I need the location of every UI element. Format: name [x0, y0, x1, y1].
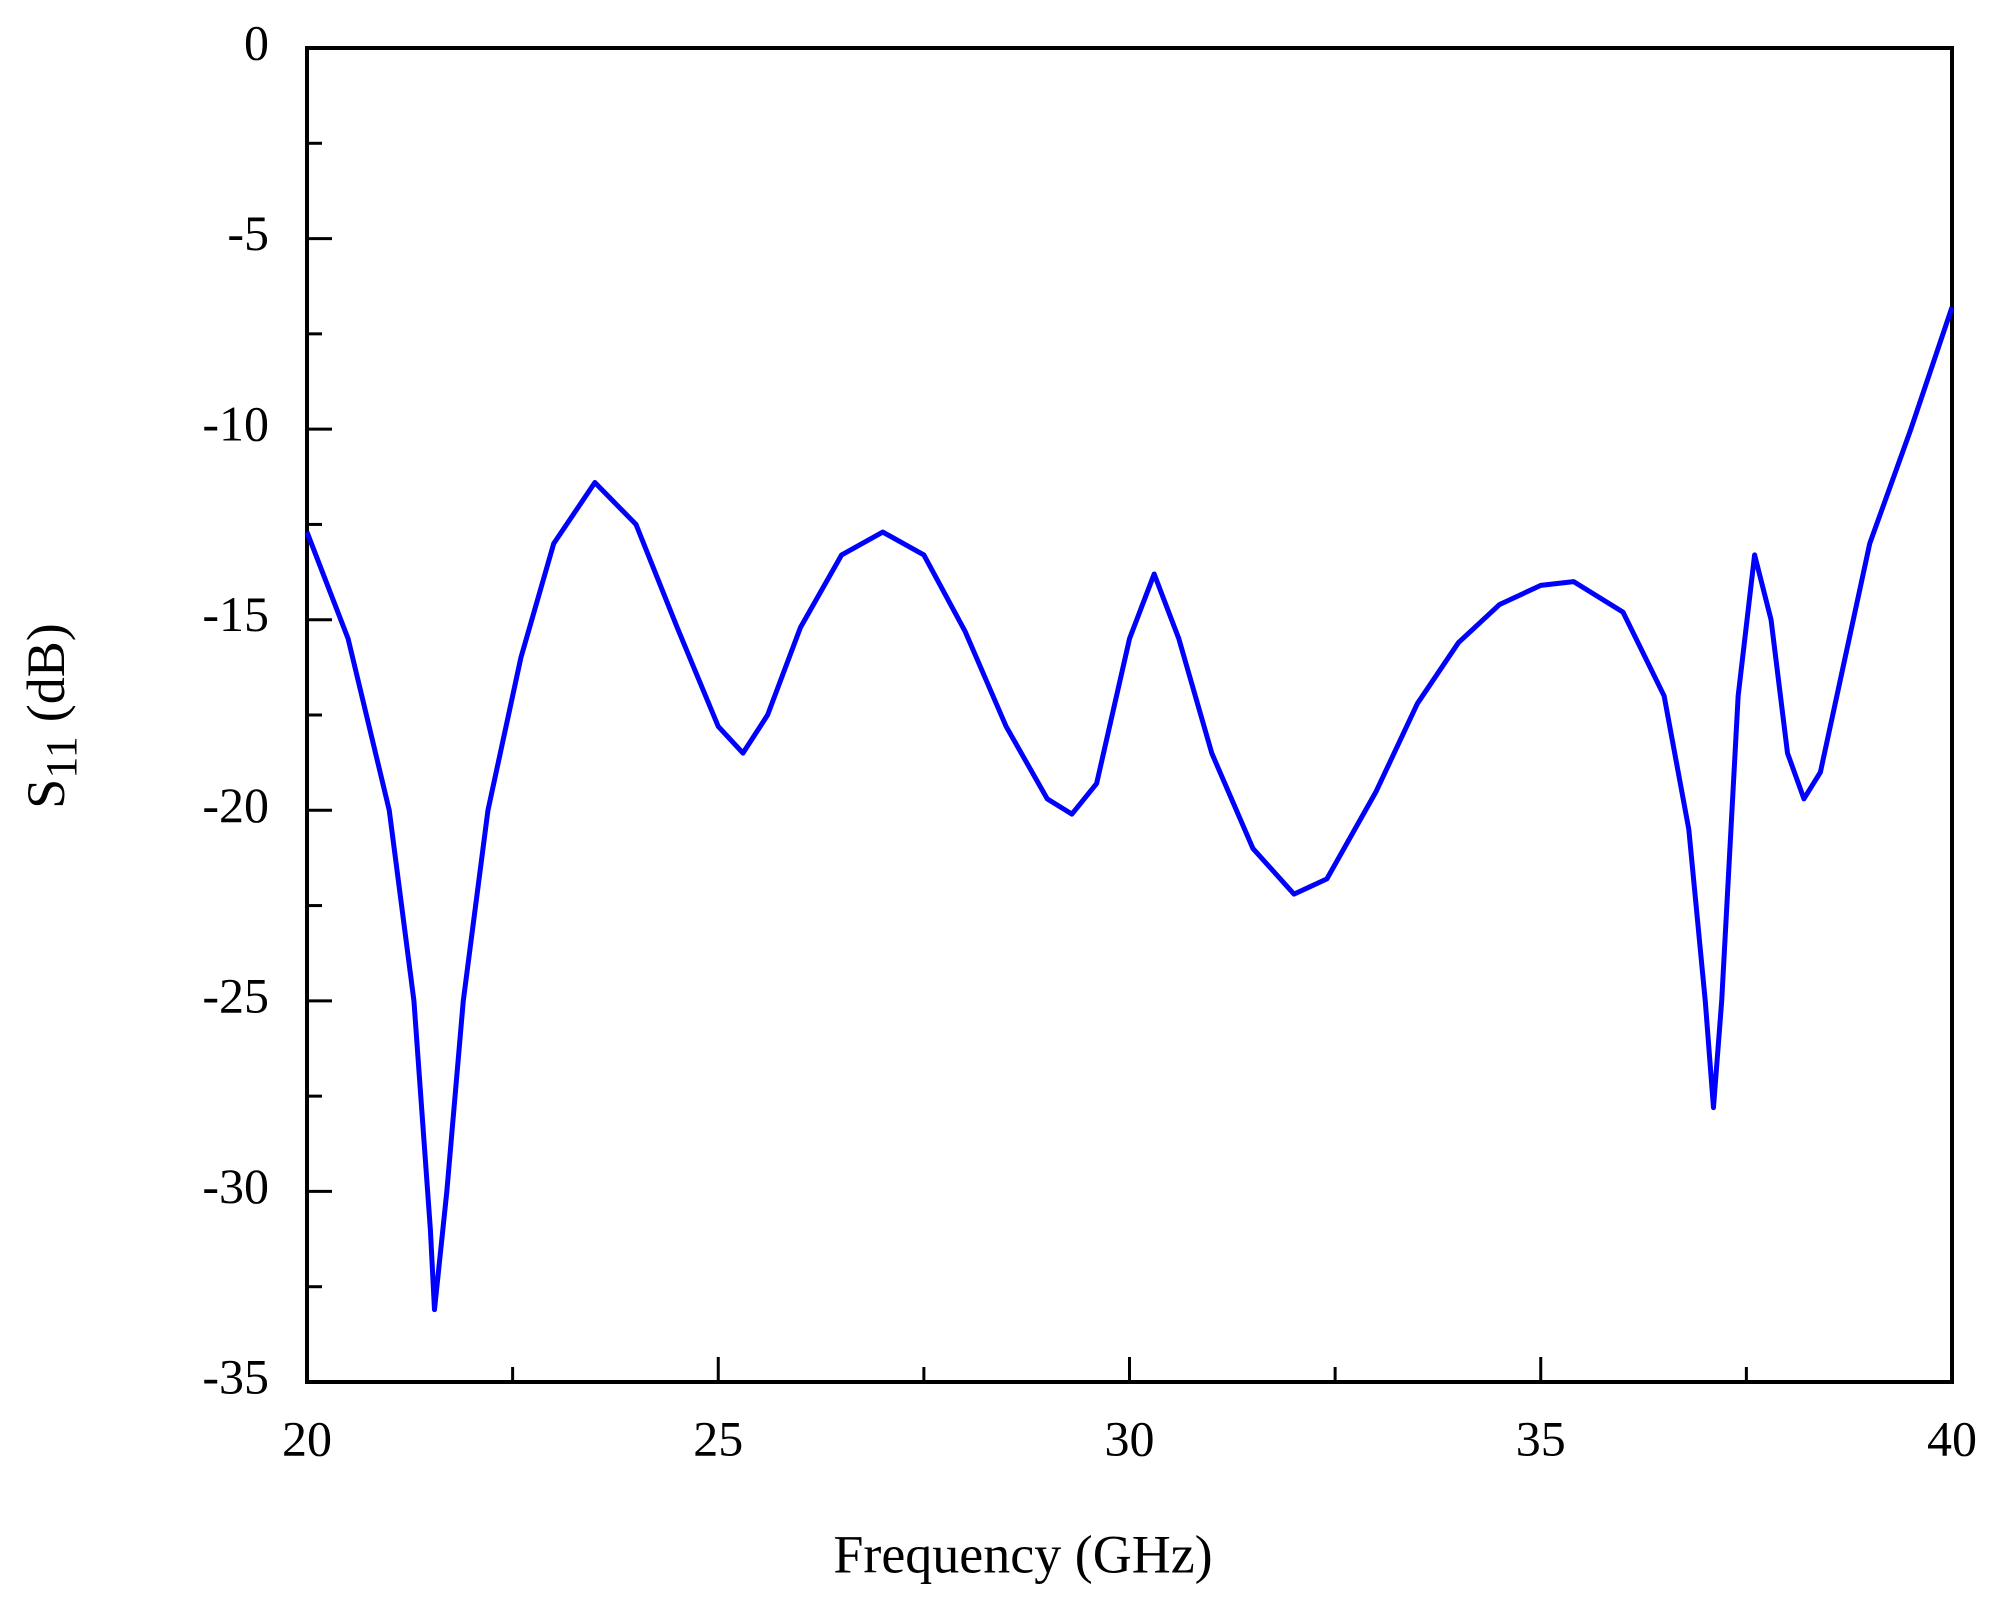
- y-tick-label: -30: [202, 1158, 269, 1214]
- y-label-subscript: 11: [37, 736, 86, 778]
- y-tick-label: -25: [202, 967, 269, 1023]
- y-tick-label: -20: [202, 777, 269, 833]
- y-tick-label: -10: [202, 396, 269, 452]
- y-axis-label: S11 (dB): [16, 623, 86, 808]
- y-tick-label: -5: [227, 205, 269, 261]
- x-tick-label: 30: [1105, 1410, 1155, 1466]
- y-label-main: S: [16, 779, 76, 809]
- y-tick-label: -15: [202, 586, 269, 642]
- y-label-suffix: (dB): [16, 623, 76, 722]
- y-tick-label: 0: [244, 14, 269, 70]
- x-tick-label: 40: [1927, 1410, 1977, 1466]
- x-tick-label: 20: [282, 1410, 332, 1466]
- data-line: [304, 306, 1955, 1313]
- x-tick-label: 35: [1516, 1410, 1566, 1466]
- y-tick-label: -35: [202, 1348, 269, 1404]
- x-tick-label: 25: [693, 1410, 743, 1466]
- x-axis-label: Frequency (GHz): [833, 1524, 1212, 1584]
- plot-frame: [305, 46, 1954, 1384]
